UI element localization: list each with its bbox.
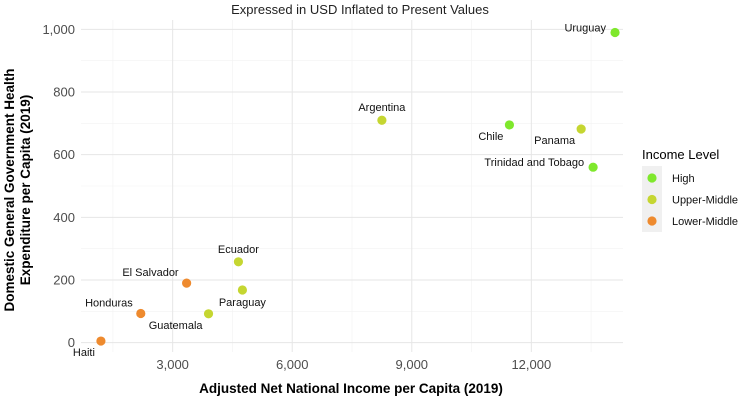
y-tick-label: 800 <box>53 85 75 100</box>
y-tick-label: 0 <box>68 335 75 350</box>
legend-key <box>647 194 657 205</box>
data-point <box>576 124 586 134</box>
data-point <box>182 278 192 288</box>
y-tick-label: 400 <box>53 210 75 225</box>
legend-label: Upper-Middle <box>672 195 738 207</box>
legend-key <box>647 216 657 226</box>
data-point <box>96 336 106 346</box>
legend-label: Lower-Middle <box>672 216 738 228</box>
data-point <box>136 308 146 319</box>
point-label: Chile <box>478 131 503 143</box>
data-point <box>203 309 214 319</box>
data-point <box>588 162 598 172</box>
y-axis-title-line-2: Expenditure per Capita (2019) <box>18 95 33 286</box>
x-tick-label: 12,000 <box>511 357 551 372</box>
point-label: Guatemala <box>149 320 204 332</box>
legend-title: Income Level <box>642 147 719 162</box>
point-label: Ecuador <box>218 244 259 256</box>
data-point <box>504 120 515 130</box>
point-label: Uruguay <box>564 23 606 35</box>
legend-label: High <box>672 173 695 185</box>
legend: Income Level High Upper-Middle Lower-Middl… <box>642 147 738 232</box>
grid-lines <box>81 20 623 352</box>
y-axis-title-line-1: Domestic General Government Health <box>2 68 17 311</box>
point-label: El Salvador <box>122 267 179 279</box>
chart-subtitle: Expressed in USD Inflated to Present Val… <box>231 2 489 17</box>
data-point <box>377 115 387 125</box>
y-tick-label: 200 <box>53 272 75 287</box>
x-axis-title: Adjusted Net National Income per Capita … <box>199 381 503 396</box>
point-label: Haiti <box>73 347 95 359</box>
x-tick-label: 9,000 <box>396 357 429 372</box>
x-tick-label: 3,000 <box>156 357 189 372</box>
axis-ticks: 3,000 6,000 9,000 12,000 0 200 400 600 800 1,000 <box>42 22 551 372</box>
point-label: Panama <box>534 135 576 147</box>
y-tick-label: 1,000 <box>42 22 75 37</box>
point-label: Trinidad and Tobago <box>484 157 584 169</box>
y-tick-label: 600 <box>53 147 75 162</box>
data-point <box>610 27 620 38</box>
data-points: Uruguay Chile Trinidad and Tobago Panama Arg… <box>73 23 620 359</box>
point-label: Paraguay <box>219 297 267 309</box>
point-label: Honduras <box>85 297 133 309</box>
data-point <box>237 285 248 295</box>
point-label: Argentina <box>358 102 406 114</box>
legend-key <box>647 173 657 183</box>
data-point <box>233 257 244 267</box>
x-tick-label: 6,000 <box>276 357 309 372</box>
